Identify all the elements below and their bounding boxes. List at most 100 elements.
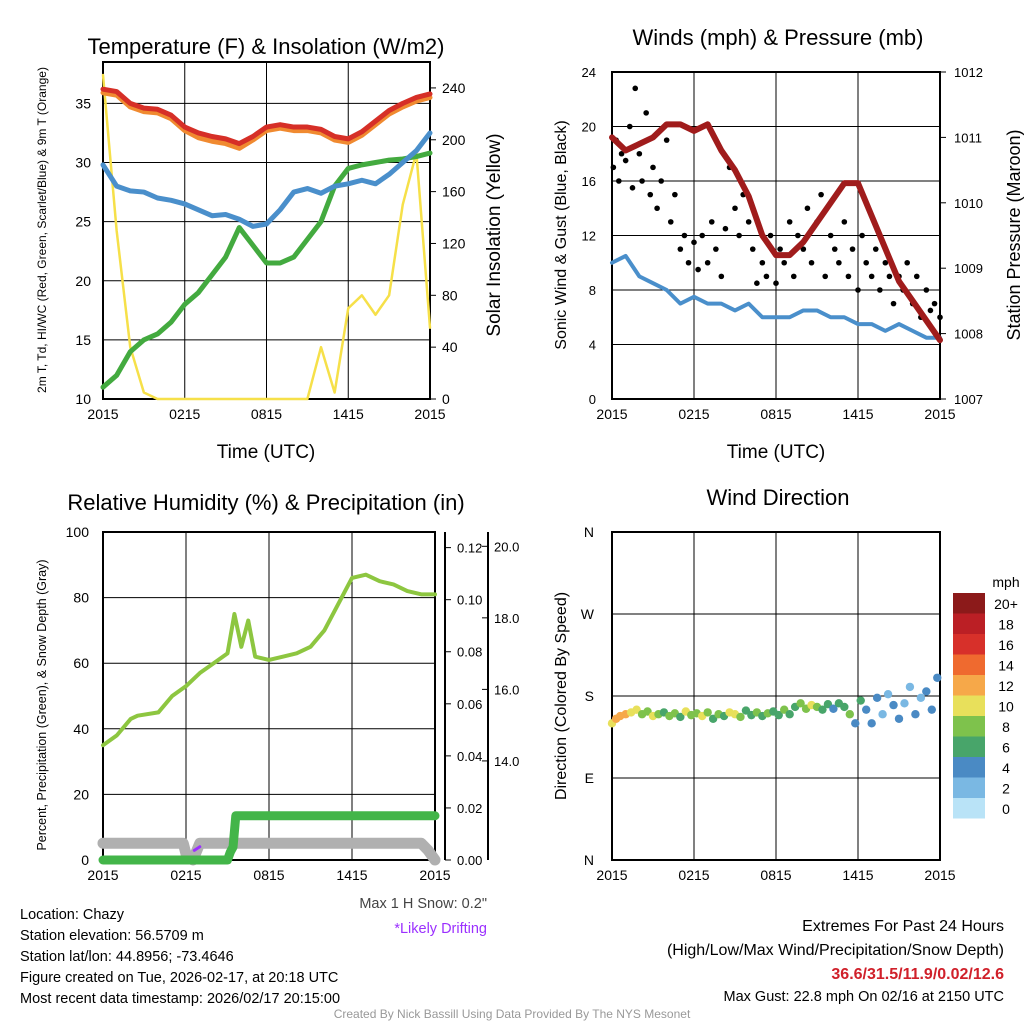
legend-label: 0 <box>1002 801 1010 817</box>
gust-point <box>890 300 897 307</box>
gust-point <box>713 246 719 252</box>
y-axis-label: Percent, Precipitation (Green), & Snow D… <box>35 559 49 850</box>
gust-point <box>622 157 629 164</box>
gust-point <box>654 205 660 212</box>
direction-point <box>889 700 898 710</box>
location-text: Location: Chazy <box>20 907 124 923</box>
y-tick-label: 30 <box>75 155 91 171</box>
gust-point <box>677 246 684 252</box>
gust-point <box>763 273 770 280</box>
y-tick-label: N <box>584 852 594 868</box>
x-axis-label: Time (UTC) <box>217 442 316 463</box>
gust-point <box>827 232 834 239</box>
drifting-marker <box>192 845 202 852</box>
gust-point <box>904 259 910 266</box>
x-tick-label: 2015 <box>924 867 955 883</box>
y2-tick-label: 0.08 <box>457 645 482 660</box>
y3-tick-label: 20.0 <box>494 539 519 554</box>
legend-label: 16 <box>998 637 1014 653</box>
legend-label: 18 <box>998 617 1014 633</box>
gust-point <box>681 232 688 239</box>
direction-point <box>840 702 849 712</box>
gust-point <box>626 123 633 130</box>
gust-point <box>868 273 875 280</box>
y-axis-label: Direction (Colored By Speed) <box>553 592 570 800</box>
chart-title: Winds (mph) & Pressure (mb) <box>633 25 924 50</box>
gust-point <box>732 205 738 212</box>
gust-point <box>745 219 752 225</box>
gust-point <box>800 246 807 252</box>
y-tick-label: 20 <box>582 120 596 135</box>
y3-tick-label: 14.0 <box>494 754 519 769</box>
direction-point <box>933 673 942 682</box>
x-tick-label: 2015 <box>87 406 118 422</box>
precipitation-line <box>98 811 440 865</box>
x-tick-label: 2015 <box>596 406 627 422</box>
x-tick-label: 0215 <box>169 406 200 422</box>
latlon-text: Station lat/lon: 44.8956; -73.4646 <box>20 949 234 965</box>
gust-point <box>650 164 656 171</box>
direction-point <box>872 693 882 703</box>
y2-tick-label: 1010 <box>954 196 983 211</box>
gust-point <box>877 287 883 293</box>
y-tick-label: N <box>584 524 594 540</box>
gust-point <box>845 273 852 280</box>
y2-tick-label: 1007 <box>954 392 983 407</box>
gust-point <box>685 259 692 266</box>
gust-point <box>610 164 617 171</box>
gust-point <box>913 273 920 280</box>
gust-point <box>923 287 930 293</box>
gust-point <box>629 185 636 191</box>
legend-swatch <box>953 613 985 634</box>
y3-tick-label: 18.0 <box>494 611 519 626</box>
gust-point <box>643 110 649 116</box>
x-tick-label: 0215 <box>678 406 709 422</box>
gust-point <box>773 280 779 286</box>
snow-depth-line <box>97 837 441 866</box>
y2-tick-label: 1008 <box>954 327 983 342</box>
y2-tick-label: 0.10 <box>457 593 482 608</box>
series-line-dewpoint <box>100 150 433 390</box>
y-tick-label: 0 <box>589 392 596 407</box>
gust-point <box>767 232 774 239</box>
y-tick-label: E <box>585 770 594 786</box>
gust-point <box>872 246 879 252</box>
gust-point <box>647 191 654 198</box>
y2-tick-label: 120 <box>442 235 466 251</box>
gust-point <box>886 273 893 280</box>
gust-point <box>663 137 670 143</box>
x-tick-label: 1415 <box>842 406 873 422</box>
gust-point <box>849 246 856 252</box>
series-line-relative-humidity <box>101 572 437 748</box>
direction-point <box>927 705 936 714</box>
y-tick-label: 25 <box>75 214 91 230</box>
gust-point <box>863 259 869 266</box>
gust-point <box>639 178 645 184</box>
max-gust-text: Max Gust: 22.8 mph On 02/16 at 2150 UTC <box>723 989 1004 1005</box>
y-tick-label: 15 <box>75 332 91 348</box>
y-tick-label: 20 <box>75 273 91 289</box>
gust-point <box>708 219 715 225</box>
y2-tick-label: 40 <box>442 339 458 355</box>
series-line-sonic-wind <box>610 253 942 340</box>
direction-point <box>703 708 712 717</box>
gust-point <box>781 259 787 266</box>
y-tick-label: 80 <box>73 590 89 606</box>
legend-swatch <box>953 777 985 798</box>
gust-point <box>618 150 625 157</box>
chart-title: Temperature (F) & Insolation (W/m2) <box>88 34 445 59</box>
credit-text: Created By Nick Bassill Using Data Provi… <box>333 1007 691 1021</box>
direction-point <box>878 710 887 719</box>
x-tick-label: 2015 <box>924 406 955 422</box>
y-tick-label: 100 <box>66 524 90 540</box>
gust-point <box>841 219 848 225</box>
direction-point <box>736 712 745 722</box>
legend-swatch <box>953 634 985 655</box>
gust-point <box>749 246 756 252</box>
legend-swatch <box>953 675 985 696</box>
created-text: Figure created on Tue, 2026-02-17, at 20… <box>20 970 339 986</box>
series-line-solar-insolation <box>101 73 432 401</box>
gust-point <box>759 259 766 266</box>
y2-tick-label: 80 <box>442 287 458 303</box>
